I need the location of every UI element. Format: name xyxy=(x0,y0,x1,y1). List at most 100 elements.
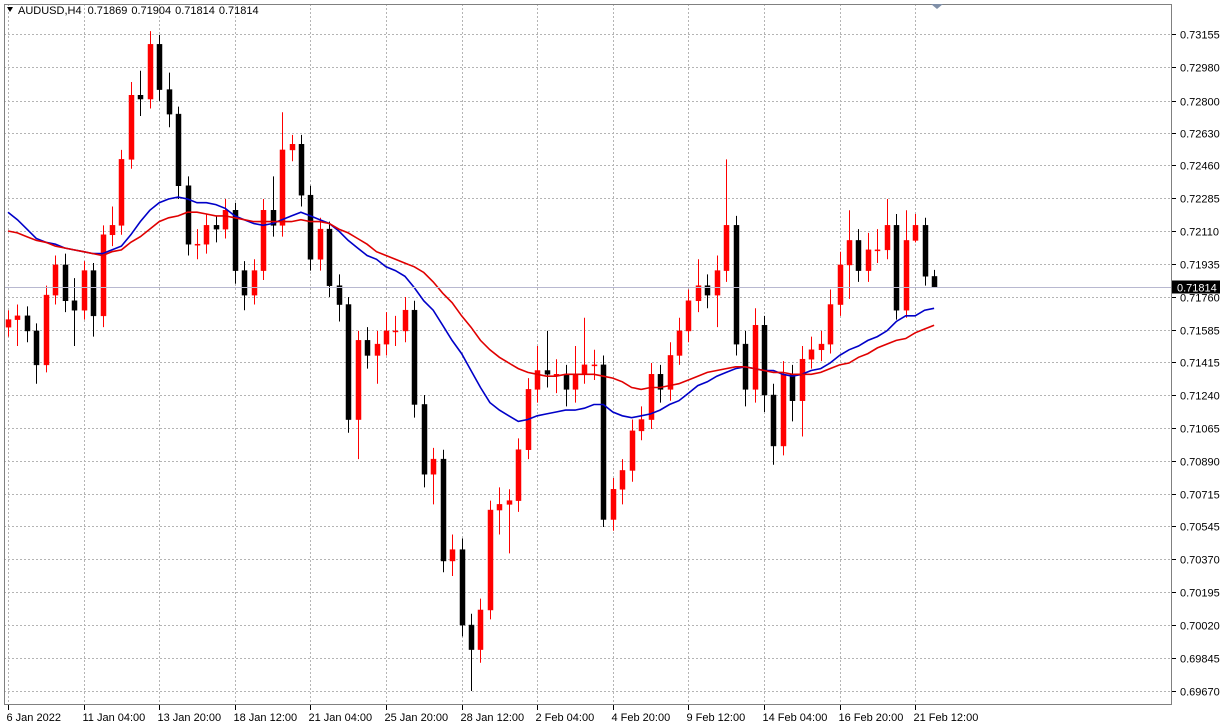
candle-body xyxy=(610,489,617,520)
x-tick-label: 28 Jan 12:00 xyxy=(461,712,525,724)
x-tick-label: 9 Feb 12:00 xyxy=(687,712,746,724)
candle-body xyxy=(931,276,938,288)
candle-body xyxy=(468,624,475,650)
y-tick-label: 0.70890 xyxy=(1180,457,1220,469)
high-value: 0.71904 xyxy=(131,5,171,17)
candle-body xyxy=(459,549,466,626)
candle-body xyxy=(185,185,192,245)
y-tick-label: 0.72285 xyxy=(1180,194,1220,206)
candle-body xyxy=(572,374,579,390)
candle-body xyxy=(222,210,229,230)
x-tick-label: 21 Feb 12:00 xyxy=(914,712,979,724)
x-tick-label: 13 Jan 20:00 xyxy=(158,712,222,724)
candle-body xyxy=(440,458,447,562)
candle-body xyxy=(506,500,513,505)
candle-body xyxy=(449,549,456,562)
candle-body xyxy=(855,240,862,271)
candle-body xyxy=(430,458,437,475)
candle-body xyxy=(383,330,390,345)
candle-body xyxy=(591,364,598,367)
candle-body xyxy=(780,374,787,447)
candle-body xyxy=(600,364,607,520)
y-tick-label: 0.72800 xyxy=(1180,97,1220,109)
x-tick-label: 4 Feb 20:00 xyxy=(612,712,671,724)
candle-body xyxy=(81,270,88,311)
candle-body xyxy=(912,225,919,241)
y-tick-label: 0.69670 xyxy=(1180,687,1220,699)
candle-body xyxy=(789,374,796,401)
y-tick-label: 0.70715 xyxy=(1180,490,1220,502)
grid xyxy=(4,4,1172,705)
candle-body xyxy=(118,159,125,226)
candle-body xyxy=(733,225,740,345)
candle-body xyxy=(241,270,248,296)
candle-body xyxy=(648,374,655,420)
candle-body xyxy=(298,144,305,196)
candle-body xyxy=(874,249,881,252)
y-tick-label: 0.70370 xyxy=(1180,555,1220,567)
candle-body xyxy=(563,374,570,390)
candle-body xyxy=(865,249,872,271)
y-tick-label: 0.72980 xyxy=(1180,63,1220,75)
candle-body xyxy=(109,225,116,236)
y-tick-label: 0.72630 xyxy=(1180,129,1220,141)
candle-body xyxy=(893,225,900,311)
x-tick-label: 18 Jan 12:00 xyxy=(234,712,298,724)
candle-body xyxy=(24,315,31,332)
x-tick-label: 6 Jan 2022 xyxy=(7,712,61,724)
candle-body xyxy=(752,325,759,390)
y-tick-label: 0.69845 xyxy=(1180,654,1220,666)
candle-body xyxy=(289,144,296,151)
plot-area xyxy=(4,31,1172,692)
candle-body xyxy=(799,358,806,401)
candle-body xyxy=(175,113,182,187)
candle-body xyxy=(62,264,69,302)
candle-body xyxy=(411,309,418,405)
candle-body xyxy=(203,225,210,245)
y-tick-label: 0.70020 xyxy=(1180,621,1220,633)
candle-body xyxy=(71,300,78,311)
chart-header: AUDUSD,H4 0.71869 0.71904 0.71814 0.71814 xyxy=(18,5,259,17)
shift-marker xyxy=(931,4,943,9)
y-tick-label: 0.70195 xyxy=(1180,588,1220,600)
candle-body xyxy=(421,404,428,475)
candle-body xyxy=(137,95,144,100)
x-tick-label: 11 Jan 04:00 xyxy=(83,712,146,724)
candle-body xyxy=(714,270,721,296)
x-tick-label: 21 Jan 04:00 xyxy=(309,712,373,724)
candle-body xyxy=(166,89,173,115)
candle-body xyxy=(90,270,97,317)
low-value: 0.71814 xyxy=(175,5,215,17)
candle-body xyxy=(922,225,929,277)
candle-body xyxy=(676,330,683,356)
candle-body xyxy=(477,609,484,650)
candle-body xyxy=(156,44,163,90)
open-value: 0.71869 xyxy=(88,5,128,17)
candle-body xyxy=(402,309,409,332)
candle-body xyxy=(279,149,286,226)
plot-border xyxy=(4,4,1172,705)
candle-body xyxy=(326,228,333,286)
candle-body xyxy=(808,349,815,360)
candle-body xyxy=(685,300,692,332)
candle-body xyxy=(128,95,135,160)
y-tick-label: 0.71585 xyxy=(1180,326,1220,338)
candle-body xyxy=(487,509,494,611)
x-tick-label: 16 Feb 20:00 xyxy=(839,712,904,724)
x-tick-label: 14 Feb 04:00 xyxy=(763,712,828,724)
candle-body xyxy=(884,225,891,251)
y-tick-label: 0.71415 xyxy=(1180,358,1220,370)
candle-body xyxy=(355,340,362,420)
menu-triangle[interactable] xyxy=(7,7,13,12)
y-tick-label: 0.71760 xyxy=(1180,293,1220,305)
close-value: 0.71814 xyxy=(219,5,259,17)
candle-body xyxy=(638,419,645,432)
candle-body xyxy=(213,225,220,230)
candle-body xyxy=(903,240,910,311)
candle-body xyxy=(553,374,560,376)
candle-body xyxy=(619,470,626,490)
candle-body xyxy=(515,449,522,501)
y-tick-label: 0.70545 xyxy=(1180,522,1220,534)
candle-body xyxy=(704,285,711,296)
